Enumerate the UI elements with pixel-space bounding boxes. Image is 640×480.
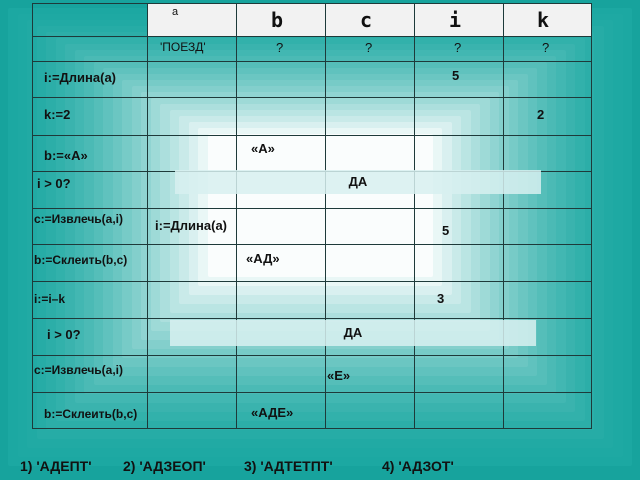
trace-table: a b c i k 'ПОЕЗД' ? ? ? ? i:=Длина(a) 5 … (32, 3, 592, 429)
op-7: i:=i–k (34, 292, 66, 306)
header-row (147, 3, 592, 36)
col-header-a: a (172, 6, 179, 18)
op-2: k:=2 (44, 107, 71, 122)
op-6: b:=Склеить(b,c) (34, 253, 128, 267)
column-divider (414, 3, 415, 428)
val-i-1: 5 (452, 68, 460, 83)
column-divider (591, 3, 592, 428)
op-9: c:=Извлечь(a,i) (34, 363, 124, 377)
row-divider (32, 244, 592, 245)
note-5: i:=Длина(a) (155, 218, 228, 233)
column-divider (32, 3, 33, 428)
column-divider (236, 3, 237, 428)
op-10: b:=Склеить(b,c) (44, 407, 138, 421)
row-divider (32, 135, 592, 136)
condition-band-1: ДА (175, 170, 541, 194)
row-divider (32, 97, 592, 98)
col-header-b: b (271, 8, 284, 32)
answer-3: 3) 'АДТЕТПТ' (244, 458, 333, 474)
col-header-k: k (537, 8, 550, 32)
val-b-10: «АДЕ» (251, 405, 294, 420)
initial-k: ? (542, 40, 550, 55)
column-divider (325, 3, 326, 428)
row-divider (32, 281, 592, 282)
val-c-9: «Е» (327, 368, 351, 383)
row-divider (32, 428, 592, 429)
initial-b: ? (276, 40, 284, 55)
op-1: i:=Длина(a) (44, 70, 117, 85)
row-divider (32, 61, 592, 62)
answer-2: 2) 'АДЗЕОП' (123, 458, 206, 474)
op-3: b:=«А» (44, 148, 88, 163)
column-divider (147, 3, 148, 428)
condition-band-2: ДА (170, 320, 536, 346)
answer-4: 4) 'АДЗОТ' (382, 458, 454, 474)
op-8: i > 0? (47, 327, 81, 342)
background-frame (207, 134, 433, 277)
op-5: c:=Извлечь(a,i) (34, 212, 124, 226)
answer-1: 1) 'АДЕПТ' (20, 458, 92, 474)
col-header-i: i (449, 8, 462, 32)
row-divider (32, 392, 592, 393)
row-divider (32, 3, 592, 4)
val-b-6: «АД» (246, 251, 280, 266)
initial-i: ? (454, 40, 462, 55)
val-k-2: 2 (537, 107, 545, 122)
initial-a: 'ПОЕЗД' (160, 40, 206, 54)
row-divider (32, 208, 592, 209)
row-divider (32, 318, 592, 319)
col-header-c: c (360, 8, 373, 32)
op-4: i > 0? (37, 176, 71, 191)
column-divider (503, 3, 504, 428)
val-b-3: «А» (251, 141, 275, 156)
row-divider (32, 36, 592, 37)
initial-c: ? (365, 40, 373, 55)
val-i-7: 3 (437, 291, 445, 306)
val-i-5: 5 (442, 223, 450, 238)
row-divider (32, 355, 592, 356)
